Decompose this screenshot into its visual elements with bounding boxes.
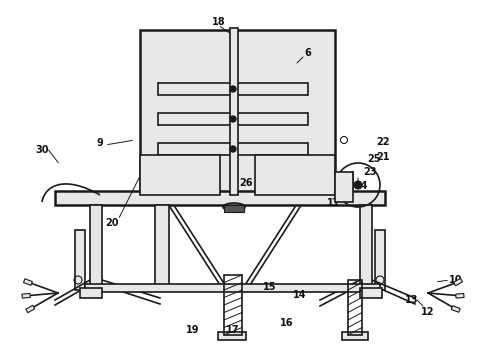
Bar bbox=[360, 288, 382, 298]
Text: 18: 18 bbox=[212, 17, 226, 27]
Text: 11: 11 bbox=[327, 198, 341, 208]
Bar bbox=[140, 30, 335, 195]
Bar bbox=[342, 332, 368, 340]
Bar bbox=[75, 230, 85, 290]
Bar bbox=[218, 332, 246, 340]
Bar bbox=[255, 155, 335, 195]
Bar bbox=[360, 205, 372, 290]
Text: 26: 26 bbox=[239, 178, 253, 188]
Text: 25: 25 bbox=[367, 154, 381, 164]
Bar bbox=[230, 28, 238, 195]
Text: 10: 10 bbox=[449, 275, 463, 285]
Bar bbox=[158, 143, 308, 155]
Bar bbox=[348, 280, 362, 335]
Text: 27: 27 bbox=[194, 178, 208, 188]
Bar bbox=[335, 172, 353, 202]
Bar bbox=[55, 191, 385, 205]
Text: 13: 13 bbox=[405, 295, 419, 305]
Bar bbox=[85, 284, 380, 292]
Circle shape bbox=[354, 181, 362, 189]
Text: 15: 15 bbox=[263, 282, 277, 292]
Bar bbox=[456, 293, 464, 298]
Text: 30: 30 bbox=[35, 145, 49, 155]
Bar bbox=[155, 205, 169, 290]
Circle shape bbox=[230, 86, 236, 92]
Bar bbox=[224, 275, 242, 335]
Text: 14: 14 bbox=[293, 290, 307, 300]
Text: 23: 23 bbox=[363, 167, 377, 177]
Text: 19: 19 bbox=[186, 325, 200, 335]
Bar bbox=[22, 293, 31, 298]
Bar bbox=[80, 288, 102, 298]
Text: 17: 17 bbox=[226, 325, 240, 335]
Text: 24: 24 bbox=[354, 181, 368, 191]
Bar bbox=[26, 305, 35, 313]
Ellipse shape bbox=[223, 203, 245, 211]
Circle shape bbox=[230, 146, 236, 152]
Text: 20: 20 bbox=[105, 218, 119, 228]
Text: 9: 9 bbox=[96, 138, 103, 148]
Bar bbox=[158, 83, 308, 95]
Bar bbox=[90, 205, 102, 290]
Bar bbox=[451, 306, 460, 312]
Text: 21: 21 bbox=[376, 152, 390, 162]
Text: 12: 12 bbox=[421, 307, 435, 317]
Bar bbox=[375, 230, 385, 290]
Bar bbox=[158, 113, 308, 125]
Text: 22: 22 bbox=[376, 137, 390, 147]
Bar bbox=[140, 155, 220, 195]
Bar bbox=[24, 279, 32, 285]
Text: 6: 6 bbox=[305, 48, 311, 58]
Bar bbox=[454, 278, 462, 286]
Bar bbox=[224, 205, 244, 212]
Circle shape bbox=[230, 116, 236, 122]
Text: 16: 16 bbox=[280, 318, 294, 328]
